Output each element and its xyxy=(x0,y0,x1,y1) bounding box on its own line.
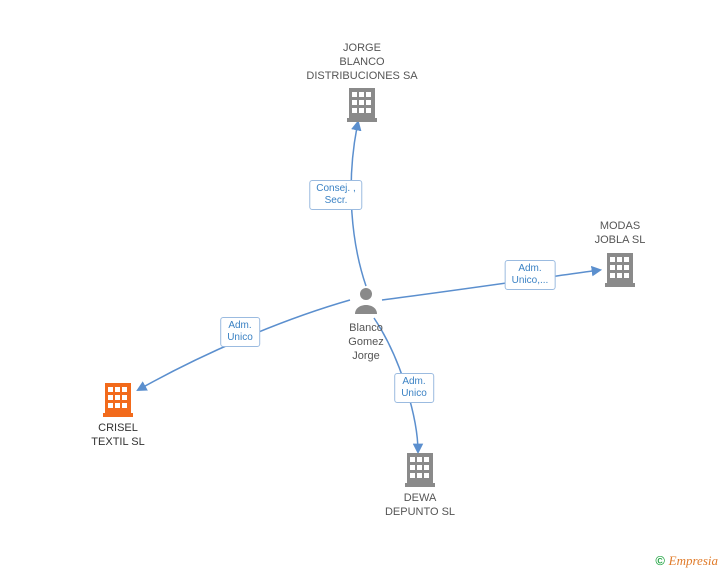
building-node[interactable] xyxy=(103,383,133,417)
edge xyxy=(382,270,600,300)
edge xyxy=(351,122,366,286)
network-diagram xyxy=(0,0,728,575)
watermark-text: Empresia xyxy=(669,553,718,568)
edge xyxy=(138,300,350,390)
copyright-glyph: © xyxy=(655,553,665,568)
edge xyxy=(374,318,418,452)
building-node[interactable] xyxy=(405,453,435,487)
person-node[interactable] xyxy=(355,288,377,314)
building-node[interactable] xyxy=(347,88,377,122)
watermark: © Empresia xyxy=(655,553,718,569)
building-node[interactable] xyxy=(605,253,635,287)
